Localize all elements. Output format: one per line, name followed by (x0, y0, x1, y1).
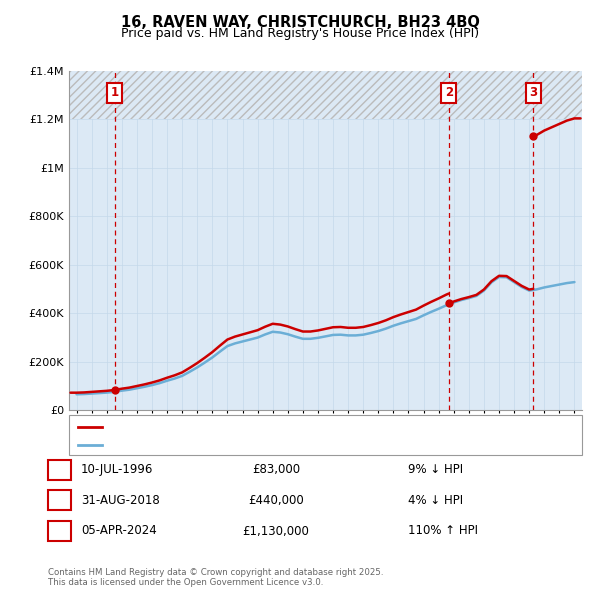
Text: 10-JUL-1996: 10-JUL-1996 (81, 463, 154, 476)
Text: 2: 2 (445, 86, 453, 99)
Text: Price paid vs. HM Land Registry's House Price Index (HPI): Price paid vs. HM Land Registry's House … (121, 27, 479, 40)
Text: 1: 1 (55, 463, 64, 476)
Text: £83,000: £83,000 (252, 463, 300, 476)
Text: 3: 3 (529, 86, 538, 99)
Bar (69, 71, 582, 119)
Text: £440,000: £440,000 (248, 494, 304, 507)
Text: Contains HM Land Registry data © Crown copyright and database right 2025.
This d: Contains HM Land Registry data © Crown c… (48, 568, 383, 587)
Text: 1: 1 (110, 86, 119, 99)
Text: £1,130,000: £1,130,000 (242, 525, 310, 537)
Text: 16, RAVEN WAY, CHRISTCHURCH, BH23 4BQ: 16, RAVEN WAY, CHRISTCHURCH, BH23 4BQ (121, 15, 479, 30)
Text: 2: 2 (55, 494, 64, 507)
Text: 16, RAVEN WAY, CHRISTCHURCH, BH23 4BQ (detached house): 16, RAVEN WAY, CHRISTCHURCH, BH23 4BQ (d… (108, 422, 431, 432)
Text: 05-APR-2024: 05-APR-2024 (81, 525, 157, 537)
Text: 9% ↓ HPI: 9% ↓ HPI (408, 463, 463, 476)
Text: HPI: Average price, detached house, Bournemouth Christchurch and Poole: HPI: Average price, detached house, Bour… (108, 441, 496, 450)
Text: 31-AUG-2018: 31-AUG-2018 (81, 494, 160, 507)
Text: 4% ↓ HPI: 4% ↓ HPI (408, 494, 463, 507)
Text: 110% ↑ HPI: 110% ↑ HPI (408, 525, 478, 537)
Text: 3: 3 (55, 525, 64, 537)
